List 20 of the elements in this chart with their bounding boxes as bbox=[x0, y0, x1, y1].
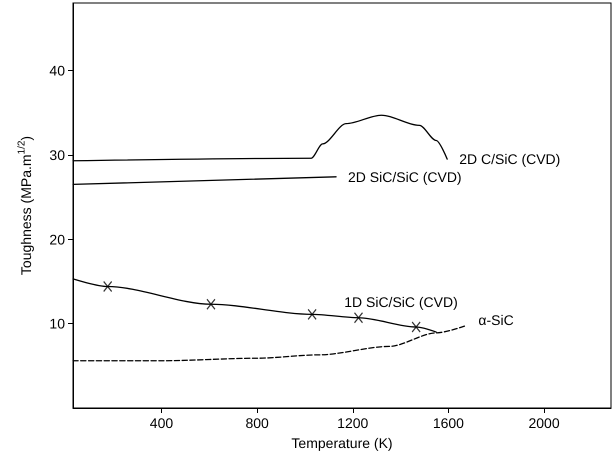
series-label: 2D SiC/SiC (CVD) bbox=[348, 168, 462, 185]
x-axis-title: Temperature (K) bbox=[291, 435, 393, 451]
x-tick-label: 1600 bbox=[432, 415, 464, 431]
point bbox=[354, 312, 364, 324]
y-tick-label: 30 bbox=[49, 146, 66, 163]
point bbox=[307, 308, 317, 320]
x-tick-label: 1200 bbox=[337, 415, 369, 431]
series-label: 1D SiC/SiC (CVD) bbox=[344, 294, 458, 310]
x-tick-label: 2000 bbox=[528, 415, 560, 431]
x-tick-label: 400 bbox=[150, 415, 174, 431]
point bbox=[411, 321, 421, 333]
series-label: α-SiC bbox=[478, 312, 514, 328]
point bbox=[206, 298, 216, 310]
y-tick-label: 20 bbox=[49, 231, 66, 248]
y-tick-label: 10 bbox=[49, 316, 66, 332]
y-tick-label: 40 bbox=[49, 62, 66, 78]
x-tick-label: 800 bbox=[245, 415, 270, 431]
y-axis-title: Toughness (MPa.m1/2) bbox=[16, 136, 34, 276]
point bbox=[103, 280, 112, 292]
series-label: 2D C/SiC (CVD) bbox=[459, 151, 560, 168]
